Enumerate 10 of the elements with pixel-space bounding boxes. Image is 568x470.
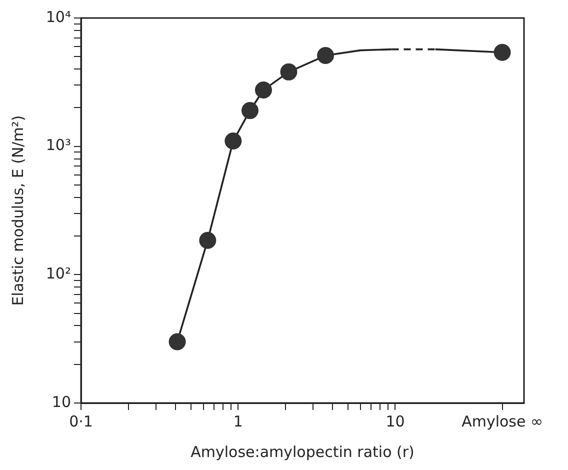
- y-tick-label: 10⁴: [46, 8, 71, 26]
- x-tick-label: Amylose ∞: [462, 412, 543, 430]
- x-tick-label: 10: [386, 412, 405, 430]
- y-tick-label: 10²: [46, 264, 71, 283]
- x-tick-label: 0·1: [69, 412, 93, 430]
- x-tick-label: 1: [233, 412, 243, 430]
- y-tick-label: 10: [52, 392, 71, 411]
- y-axis-title: Elastic modulus, E (N/m²): [8, 115, 27, 306]
- x-axis-title: Amylose:amylopectin ratio (r): [190, 442, 414, 461]
- y-tick-label: 10³: [46, 136, 71, 154]
